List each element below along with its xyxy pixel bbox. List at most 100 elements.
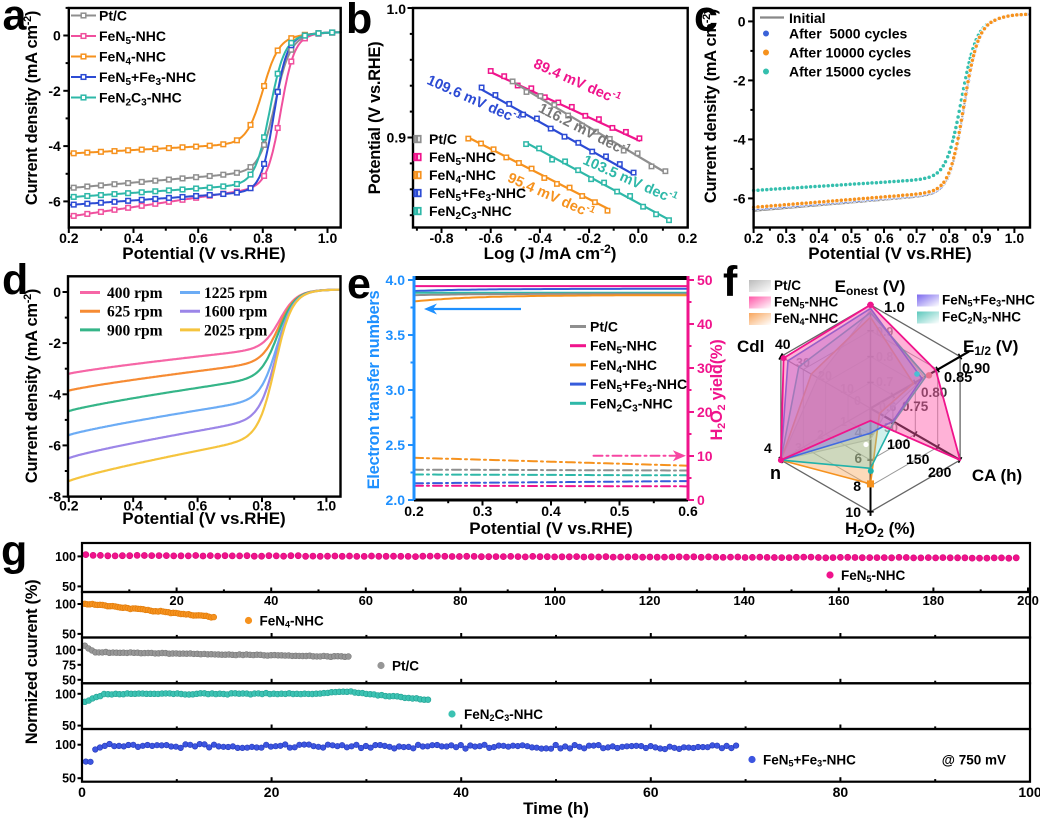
- svg-text:0.6: 0.6: [874, 230, 894, 246]
- svg-text:2025 rpm: 2025 rpm: [204, 322, 267, 339]
- svg-text:-8: -8: [49, 489, 62, 505]
- svg-text:60: 60: [643, 784, 659, 800]
- svg-text:40: 40: [697, 316, 713, 332]
- svg-text:-6: -6: [49, 437, 62, 453]
- svg-text:0.4: 0.4: [541, 503, 561, 519]
- svg-text:0.4: 0.4: [123, 498, 143, 514]
- svg-text:50: 50: [62, 772, 76, 786]
- svg-text:d: d: [2, 256, 28, 304]
- svg-text:75: 75: [62, 658, 76, 672]
- svg-text:40: 40: [453, 784, 469, 800]
- svg-text:FeN4​-NHC: FeN4​-NHC: [774, 311, 839, 327]
- svg-text:1.0: 1.0: [884, 299, 905, 316]
- svg-text:1600 rpm: 1600 rpm: [204, 304, 267, 321]
- svg-text:20: 20: [697, 404, 713, 420]
- svg-text:1.0: 1.0: [317, 498, 337, 514]
- svg-text:0: 0: [738, 13, 746, 29]
- svg-text:c: c: [694, 0, 718, 41]
- svg-text:0.5: 0.5: [842, 230, 862, 246]
- svg-text:f: f: [723, 258, 738, 306]
- svg-text:0.9: 0.9: [387, 130, 407, 146]
- svg-text:40: 40: [775, 336, 791, 352]
- svg-text:After 15000 cycles: After 15000 cycles: [789, 64, 911, 80]
- svg-text:0.8: 0.8: [939, 230, 959, 246]
- svg-text:FeN5​-NHC: FeN5​-NHC: [841, 568, 906, 584]
- svg-text:Potential (V vs.RHE): Potential (V vs.RHE): [366, 42, 384, 195]
- svg-text:20: 20: [169, 593, 183, 608]
- svg-text:0.85: 0.85: [944, 370, 972, 386]
- svg-text:-2: -2: [48, 83, 61, 99]
- svg-text:b: b: [346, 0, 372, 43]
- svg-text:FeN5​-NHC: FeN5​-NHC: [590, 338, 657, 357]
- svg-text:100: 100: [55, 643, 76, 657]
- svg-text:0.2: 0.2: [744, 230, 764, 246]
- svg-text:Electron transfer numbers: Electron transfer numbers: [365, 290, 383, 489]
- svg-text:CA (h): CA (h): [972, 466, 1022, 485]
- svg-text:@ 750 mV: @ 750 mV: [942, 753, 1006, 768]
- svg-text:-6: -6: [733, 190, 746, 206]
- svg-text:50: 50: [62, 673, 76, 687]
- svg-text:180: 180: [923, 593, 945, 608]
- svg-text:100: 100: [544, 593, 566, 608]
- svg-text:-4: -4: [48, 138, 61, 154]
- svg-text:2.0: 2.0: [386, 492, 406, 508]
- svg-text:0.8: 0.8: [252, 498, 272, 514]
- svg-text:100: 100: [55, 738, 76, 752]
- svg-text:150: 150: [906, 451, 930, 467]
- svg-text:Pt/C: Pt/C: [774, 278, 801, 293]
- svg-text:50: 50: [62, 719, 76, 733]
- svg-text:0: 0: [697, 492, 705, 508]
- svg-text:140: 140: [733, 593, 755, 608]
- svg-text:1225 rpm: 1225 rpm: [204, 285, 267, 302]
- svg-text:100: 100: [887, 436, 911, 452]
- svg-text:Time (h): Time (h): [523, 799, 589, 818]
- svg-text:160: 160: [828, 593, 850, 608]
- svg-text:200: 200: [1017, 593, 1039, 608]
- svg-text:FeC2​N3​-NHC: FeC2​N3​-NHC: [942, 310, 1021, 326]
- svg-text:FeN5​-NHC: FeN5​-NHC: [99, 28, 166, 47]
- svg-text:0.5: 0.5: [610, 503, 630, 519]
- svg-text:FeN5​+Fe3​-NHC: FeN5​+Fe3​-NHC: [590, 376, 687, 395]
- svg-text:6: 6: [854, 451, 862, 466]
- svg-text:100: 100: [55, 598, 76, 612]
- svg-text:0.9: 0.9: [972, 230, 992, 246]
- svg-text:0.2: 0.2: [59, 498, 79, 514]
- svg-text:Pt/C: Pt/C: [392, 659, 419, 674]
- svg-text:FeN5​+Fe3​-NHC: FeN5​+Fe3​-NHC: [429, 185, 526, 204]
- svg-text:FeN5​+Fe3​-NHC: FeN5​+Fe3​-NHC: [763, 753, 856, 769]
- svg-text:0.6: 0.6: [188, 230, 208, 246]
- svg-text:FeN4​-NHC: FeN4​-NHC: [429, 167, 496, 186]
- svg-text:10: 10: [845, 504, 861, 520]
- svg-text:After 10000 cycles: After 10000 cycles: [789, 45, 911, 61]
- svg-text:1.0: 1.0: [318, 230, 338, 246]
- svg-text:Potential (V vs.RHE): Potential (V vs.RHE): [808, 244, 971, 263]
- svg-text:0.4: 0.4: [124, 230, 144, 246]
- svg-text:g: g: [1, 527, 27, 575]
- svg-text:100: 100: [55, 550, 76, 564]
- svg-text:3.5: 3.5: [386, 327, 406, 343]
- svg-text:8: 8: [853, 478, 861, 494]
- svg-text:0.3: 0.3: [776, 230, 796, 246]
- svg-text:FeN4​-NHC: FeN4​-NHC: [590, 357, 657, 376]
- svg-text:0.90: 0.90: [962, 361, 990, 377]
- svg-text:Current density (mA cm-2​): Current density (mA cm-2​): [22, 11, 41, 205]
- svg-text:900 rpm: 900 rpm: [107, 322, 163, 339]
- svg-text:120: 120: [639, 593, 661, 608]
- svg-text:Log (J /mA cm-2​): Log (J /mA cm-2​): [484, 242, 617, 263]
- svg-text:200: 200: [928, 464, 952, 480]
- svg-text:Pt/C: Pt/C: [99, 8, 127, 24]
- svg-text:-4: -4: [49, 386, 62, 402]
- svg-text:a: a: [3, 0, 28, 40]
- svg-text:-0.6: -0.6: [479, 230, 503, 246]
- svg-text:0.2: 0.2: [678, 230, 698, 246]
- svg-text:Pt/C: Pt/C: [429, 131, 457, 147]
- svg-text:80: 80: [453, 593, 467, 608]
- svg-text:H2​O2​ yield(%): H2​O2​ yield(%): [708, 340, 728, 441]
- svg-text:Potential (V vs.RHE): Potential (V vs.RHE): [122, 244, 285, 263]
- svg-text:100: 100: [55, 687, 76, 701]
- svg-text:0.2: 0.2: [404, 503, 424, 519]
- svg-text:Pt/C: Pt/C: [590, 319, 618, 335]
- svg-text:40: 40: [264, 593, 278, 608]
- svg-text:50: 50: [697, 272, 713, 288]
- svg-text:e: e: [347, 260, 371, 308]
